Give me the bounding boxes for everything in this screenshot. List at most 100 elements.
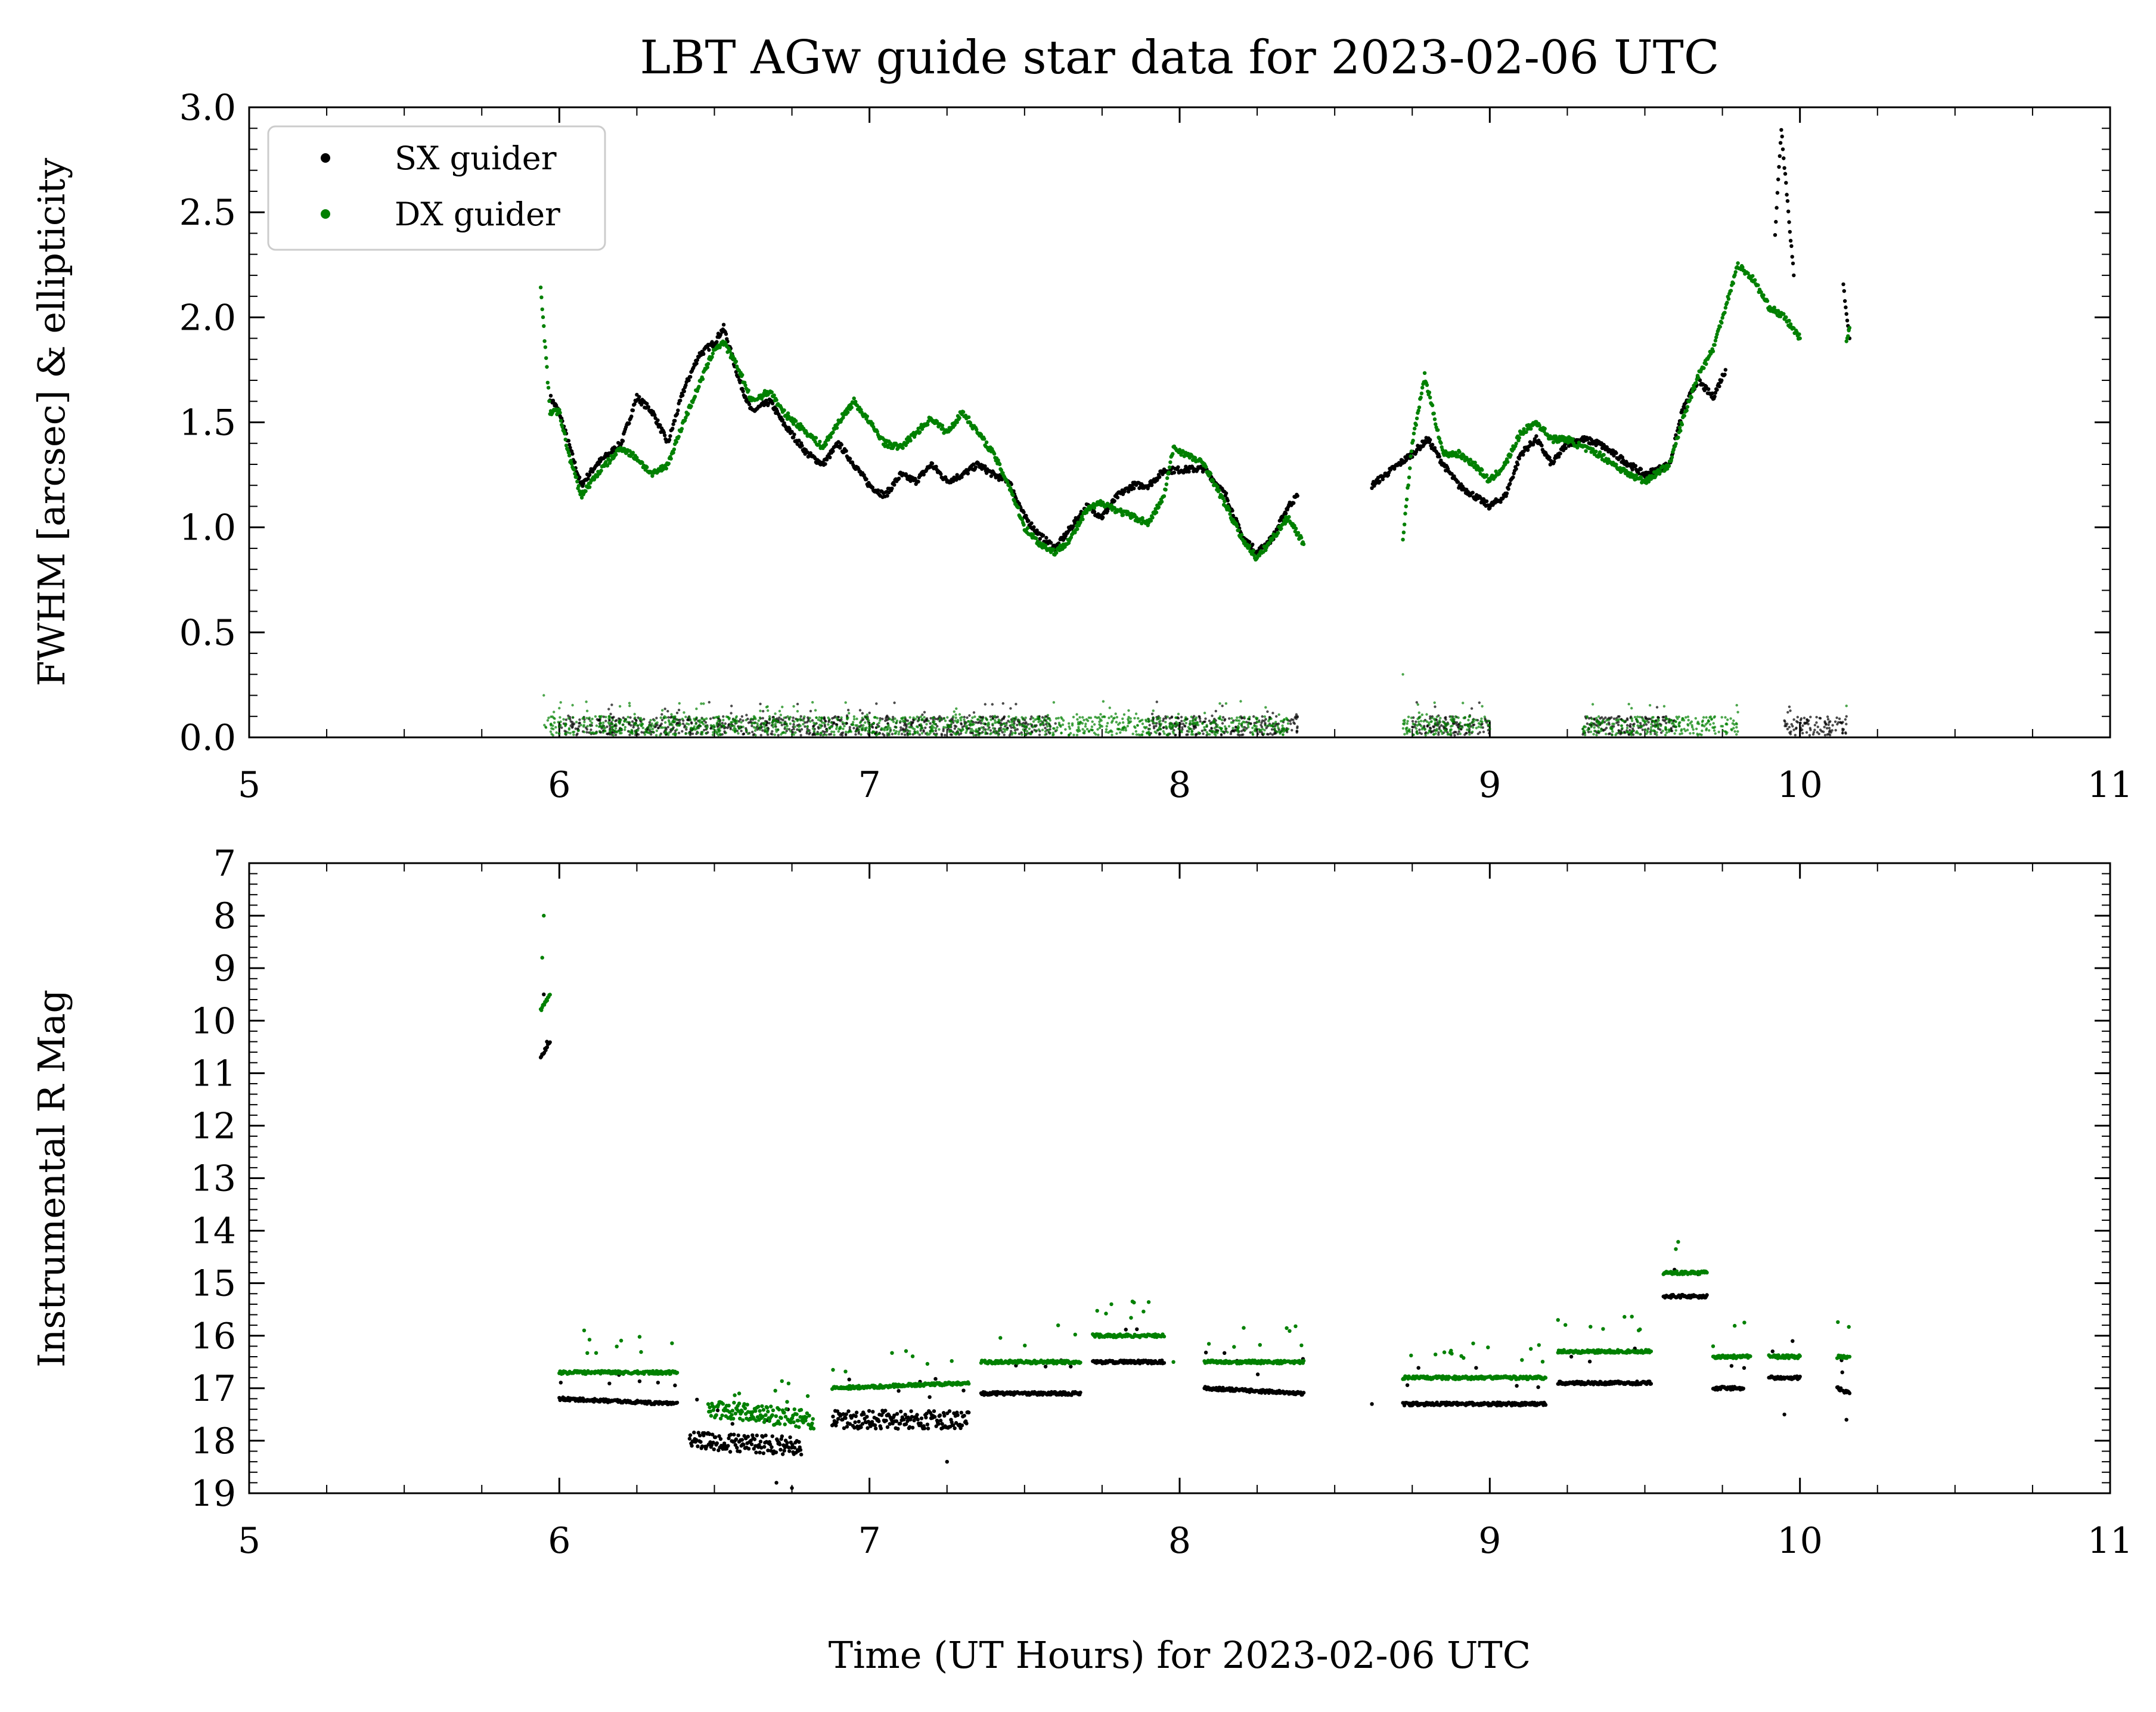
- ellipticity-point: [839, 733, 842, 736]
- fwhm-point: [687, 378, 691, 383]
- ellipticity-point: [1457, 730, 1460, 733]
- ellipticity-point: [600, 715, 603, 718]
- ellipticity-point: [1038, 733, 1041, 737]
- fwhm-point: [1711, 349, 1716, 353]
- ellipticity-point: [1453, 734, 1456, 737]
- fwhm-point: [992, 452, 997, 456]
- fwhm-point: [1215, 485, 1220, 489]
- ellipticity-point: [1420, 732, 1423, 736]
- fwhm-point: [831, 449, 835, 454]
- fwhm-point: [1403, 511, 1407, 516]
- fwhm-point: [1292, 501, 1296, 505]
- ellipticity-point: [740, 721, 743, 724]
- series-dx-guider: [538, 261, 1852, 737]
- ellipticity-point: [650, 722, 653, 725]
- fwhm-point: [1685, 408, 1689, 413]
- fwhm-point: [1842, 299, 1847, 303]
- ellipticity-point: [789, 715, 792, 719]
- ellipticity-point: [630, 728, 634, 732]
- fwhm-point: [1788, 229, 1792, 234]
- ellipticity-point: [764, 729, 767, 733]
- fwhm-point: [564, 443, 569, 448]
- fwhm-point: [1420, 386, 1425, 390]
- ellipticity-point: [1054, 722, 1057, 725]
- ellipticity-point: [812, 725, 815, 728]
- ellipticity-point: [886, 718, 889, 722]
- ellipticity-point: [860, 728, 864, 731]
- fwhm-point: [1140, 516, 1144, 520]
- fwhm-point: [599, 469, 603, 473]
- ellipticity-point: [1794, 734, 1797, 737]
- fwhm-point: [653, 413, 657, 417]
- ellipticity-point: [842, 727, 845, 730]
- ellipticity-point: [808, 717, 811, 719]
- ellipticity-point: [1434, 705, 1437, 708]
- ellipticity-point: [1296, 715, 1299, 718]
- fwhm-point: [1112, 499, 1116, 503]
- ellipticity-point: [544, 726, 548, 729]
- fwhm-point: [1720, 316, 1724, 320]
- ellipticity-point: [781, 705, 784, 709]
- ellipticity-point: [1661, 718, 1665, 722]
- fwhm-point: [930, 461, 935, 466]
- ellipticity-point: [558, 706, 561, 710]
- ellipticity-point: [719, 722, 722, 725]
- ellipticity-point: [693, 725, 696, 728]
- x-tick-label: 10: [1777, 764, 1822, 806]
- ellipticity-point: [578, 718, 581, 721]
- ellipticity-point: [854, 733, 857, 736]
- fwhm-point: [1718, 324, 1722, 329]
- ellipticity-point: [712, 731, 715, 734]
- ellipticity-point: [560, 726, 563, 729]
- ellipticity-point: [583, 720, 586, 724]
- ellipticity-point: [1789, 730, 1792, 733]
- fwhm-point: [1404, 457, 1409, 461]
- ellipticity-point: [814, 709, 817, 712]
- ellipticity-point: [621, 723, 625, 727]
- fwhm-point: [1428, 395, 1432, 399]
- ellipticity-point: [553, 721, 556, 724]
- fwhm-point: [548, 393, 553, 398]
- ellipticity-point: [1806, 718, 1808, 721]
- ellipticity-point: [649, 728, 652, 731]
- fwhm-point: [1558, 451, 1562, 456]
- fwhm-point: [1172, 470, 1177, 474]
- ellipticity-point: [722, 715, 725, 718]
- fwhm-point: [846, 410, 850, 414]
- fwhm-point: [1784, 315, 1788, 320]
- ellipticity-point: [1155, 700, 1159, 703]
- ellipticity-point: [783, 721, 786, 724]
- ellipticity-point: [703, 718, 706, 721]
- ellipticity-point: [733, 730, 736, 733]
- ellipticity-point: [700, 702, 703, 705]
- ellipticity-point: [1845, 722, 1848, 725]
- ellipticity-point: [1834, 720, 1837, 723]
- fwhm-point: [793, 419, 798, 423]
- y-tick-label: 2.0: [179, 297, 236, 339]
- ellipticity-point: [724, 722, 727, 725]
- fwhm-point: [1032, 525, 1036, 529]
- fwhm-point: [1785, 199, 1790, 203]
- ellipticity-point: [622, 716, 625, 719]
- ellipticity-point: [582, 724, 585, 727]
- ellipticity-point: [1817, 733, 1820, 736]
- fwhm-point: [1499, 500, 1503, 504]
- ellipticity-point: [742, 725, 744, 728]
- ellipticity-point: [867, 733, 871, 737]
- ellipticity-point: [1823, 725, 1826, 728]
- ellipticity-point: [569, 731, 572, 735]
- ellipticity-point: [1291, 728, 1293, 732]
- ellipticity-point: [1444, 717, 1447, 719]
- ellipticity-point: [1265, 727, 1268, 730]
- ellipticity-point: [1826, 733, 1829, 736]
- fwhm-point: [629, 414, 634, 418]
- fwhm-point: [1790, 255, 1794, 259]
- fwhm-point: [734, 359, 739, 364]
- ellipticity-point: [718, 719, 721, 722]
- ellipticity-point: [827, 720, 830, 724]
- ellipticity-point: [643, 733, 647, 736]
- ellipticity-point: [1827, 723, 1830, 727]
- y-tick-label: 3.0: [179, 87, 236, 129]
- ellipticity-point: [585, 700, 588, 703]
- ellipticity-point: [663, 726, 666, 729]
